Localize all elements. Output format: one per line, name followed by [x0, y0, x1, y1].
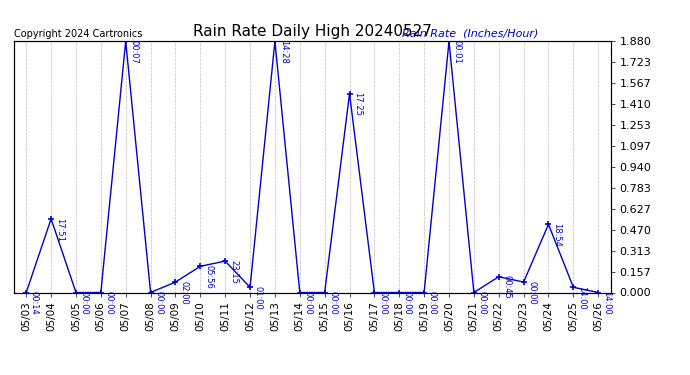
- Text: 17:25: 17:25: [353, 92, 362, 116]
- Text: 14:28: 14:28: [279, 40, 288, 64]
- Text: 01:00: 01:00: [254, 286, 263, 310]
- Text: 00:00: 00:00: [378, 291, 387, 315]
- Text: 00:00: 00:00: [428, 291, 437, 315]
- Text: 00:14: 00:14: [30, 291, 39, 315]
- Text: 05:56: 05:56: [204, 265, 213, 289]
- Text: 00:00: 00:00: [527, 281, 536, 304]
- Text: 00:01: 00:01: [453, 40, 462, 64]
- Text: 00:07: 00:07: [130, 40, 139, 64]
- Text: 00:00: 00:00: [477, 291, 486, 315]
- Text: 02:00: 02:00: [179, 281, 188, 304]
- Text: 14:00: 14:00: [577, 286, 586, 310]
- Text: 00:00: 00:00: [328, 291, 337, 315]
- Text: 14:00: 14:00: [602, 291, 611, 315]
- Text: 17:51: 17:51: [55, 217, 64, 242]
- Text: 00:00: 00:00: [403, 291, 412, 315]
- Text: 18:54: 18:54: [552, 223, 561, 247]
- Text: 00:00: 00:00: [304, 291, 313, 315]
- Text: 23:15: 23:15: [229, 260, 238, 284]
- Text: 00:45: 00:45: [502, 275, 511, 299]
- Text: Rain Rate  (Inches/Hour): Rain Rate (Inches/Hour): [402, 29, 538, 39]
- Title: Rain Rate Daily High 20240527: Rain Rate Daily High 20240527: [193, 24, 432, 39]
- Text: Copyright 2024 Cartronics: Copyright 2024 Cartronics: [14, 29, 142, 39]
- Text: 00:00: 00:00: [105, 291, 114, 315]
- Text: 00:00: 00:00: [155, 291, 164, 315]
- Text: 00:00: 00:00: [80, 291, 89, 315]
